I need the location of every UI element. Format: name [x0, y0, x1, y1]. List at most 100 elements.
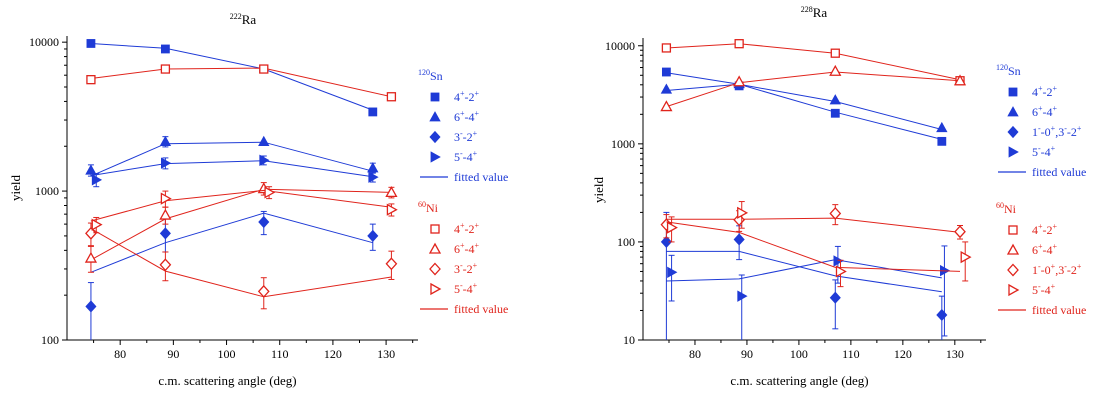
series-60Ni-5--4+ [666, 201, 972, 288]
data-point [86, 75, 96, 85]
y-tick-label: 1000 [611, 137, 635, 151]
data-point [385, 257, 398, 271]
data-point [937, 136, 947, 146]
legend-header: 60Ni [996, 201, 1017, 216]
fit-line [90, 141, 373, 177]
data-point [160, 192, 172, 205]
legend-marker [1008, 146, 1019, 158]
data-point [829, 291, 841, 304]
legend-marker [429, 262, 441, 276]
series-120Sn-3--2+ [85, 210, 379, 340]
x-tick-label: 120 [324, 347, 342, 361]
data-point [954, 225, 966, 239]
legend-marker [430, 282, 442, 296]
legend-fit-label: fitted value [454, 170, 508, 184]
data-point [367, 162, 379, 173]
series-120Sn-4+-2+ [661, 67, 947, 146]
fit-line [90, 160, 373, 178]
y-tick-label: 10000 [29, 35, 59, 49]
y-axis-label: yield [591, 177, 606, 203]
series-60Ni-5--4+ [90, 186, 398, 234]
legend-label: 5--4+ [1032, 144, 1056, 159]
legend-marker [1008, 283, 1020, 297]
data-point [160, 44, 170, 54]
legend-marker [1007, 106, 1019, 117]
x-tick-label: 130 [377, 347, 395, 361]
data-point [936, 308, 948, 322]
legend-marker [428, 242, 442, 254]
fit-line [666, 83, 942, 130]
data-point [660, 235, 672, 249]
data-point [660, 83, 673, 94]
data-point [829, 207, 842, 220]
series-120Sn-5--4+ [90, 154, 379, 188]
data-point [264, 186, 276, 199]
data-point [258, 135, 270, 146]
fit-line [666, 259, 942, 282]
data-point [667, 266, 678, 278]
chart-title: 222Ra [230, 12, 257, 27]
x-tick-label: 130 [946, 347, 964, 361]
series-60Ni-4+-2+ [86, 64, 397, 102]
legend-label: 3--2+ [454, 129, 478, 144]
legend-marker [1008, 225, 1018, 235]
legend-fit-label: fitted value [1032, 165, 1086, 179]
x-tick-label: 80 [689, 347, 701, 361]
legend-label: 1--0+,3--2+ [1032, 262, 1082, 277]
data-point [91, 218, 103, 231]
fit-line [666, 217, 961, 233]
legend-marker [430, 92, 440, 102]
legend: 120Sn 4+-2+ 6+-4+ 1--0+,3--2+ 5--4+ fitted va… [996, 63, 1086, 317]
x-tick-label: 120 [894, 347, 912, 361]
x-axis-label: c.m. scattering angle (deg) [730, 373, 868, 388]
fit-line [666, 72, 942, 140]
data-point [386, 92, 397, 102]
fit-line [666, 250, 942, 293]
x-tick-label: 110 [842, 347, 860, 361]
x-axis-label: c.m. scattering angle (deg) [158, 373, 296, 388]
x-tick-label: 110 [271, 347, 289, 361]
fit-line [666, 71, 961, 108]
data-point [368, 171, 379, 183]
fit-line [90, 188, 392, 261]
data-point [160, 64, 171, 74]
series-60Ni-6+-4+ [660, 64, 967, 112]
y-axis-label: yield [8, 175, 23, 201]
legend-header: 60Ni [418, 200, 439, 215]
x-tick-label: 100 [790, 347, 808, 361]
series-120Sn-4+-2+ [86, 39, 378, 117]
legend-label: 6+-4+ [1032, 104, 1058, 119]
data-point [660, 100, 673, 112]
series-120Sn-1--0+,3--2+ [660, 211, 948, 340]
legend-header: 120Sn [418, 68, 443, 83]
x-tick-label: 100 [218, 347, 236, 361]
data-point [85, 300, 97, 313]
legend-label: 6+-4+ [1032, 242, 1058, 257]
y-tick-label: 10000 [605, 39, 635, 53]
legend-label: 6+-4+ [454, 241, 480, 256]
legend-label: 5--4+ [1032, 282, 1056, 297]
legend-marker [430, 224, 440, 234]
legend: 120Sn 4+-2+ 6+-4+ 3--2+ 5--4+ fitted value 60N… [418, 68, 508, 316]
legend-label: 5--4+ [454, 149, 478, 164]
data-point [257, 284, 270, 298]
data-point [953, 74, 967, 86]
fit-line [90, 212, 373, 273]
data-point [91, 174, 103, 186]
series-120Sn-6+-4+ [660, 77, 948, 133]
y-tick-label: 100 [617, 235, 635, 249]
data-point [159, 208, 172, 220]
fit-line [90, 189, 392, 222]
data-point [160, 157, 172, 169]
legend-label: 4+-2+ [1032, 84, 1058, 99]
x-tick-label: 90 [167, 347, 179, 361]
data-point [666, 221, 678, 234]
data-point [936, 121, 948, 133]
legend-marker [429, 111, 441, 122]
legend-label: 1--0+,3--2+ [1032, 124, 1082, 139]
series-120Sn-5--4+ [666, 245, 951, 340]
x-tick-label: 80 [114, 347, 126, 361]
data-point [733, 233, 745, 246]
series-120Sn-6+-4+ [85, 135, 379, 177]
data-point [829, 64, 842, 76]
